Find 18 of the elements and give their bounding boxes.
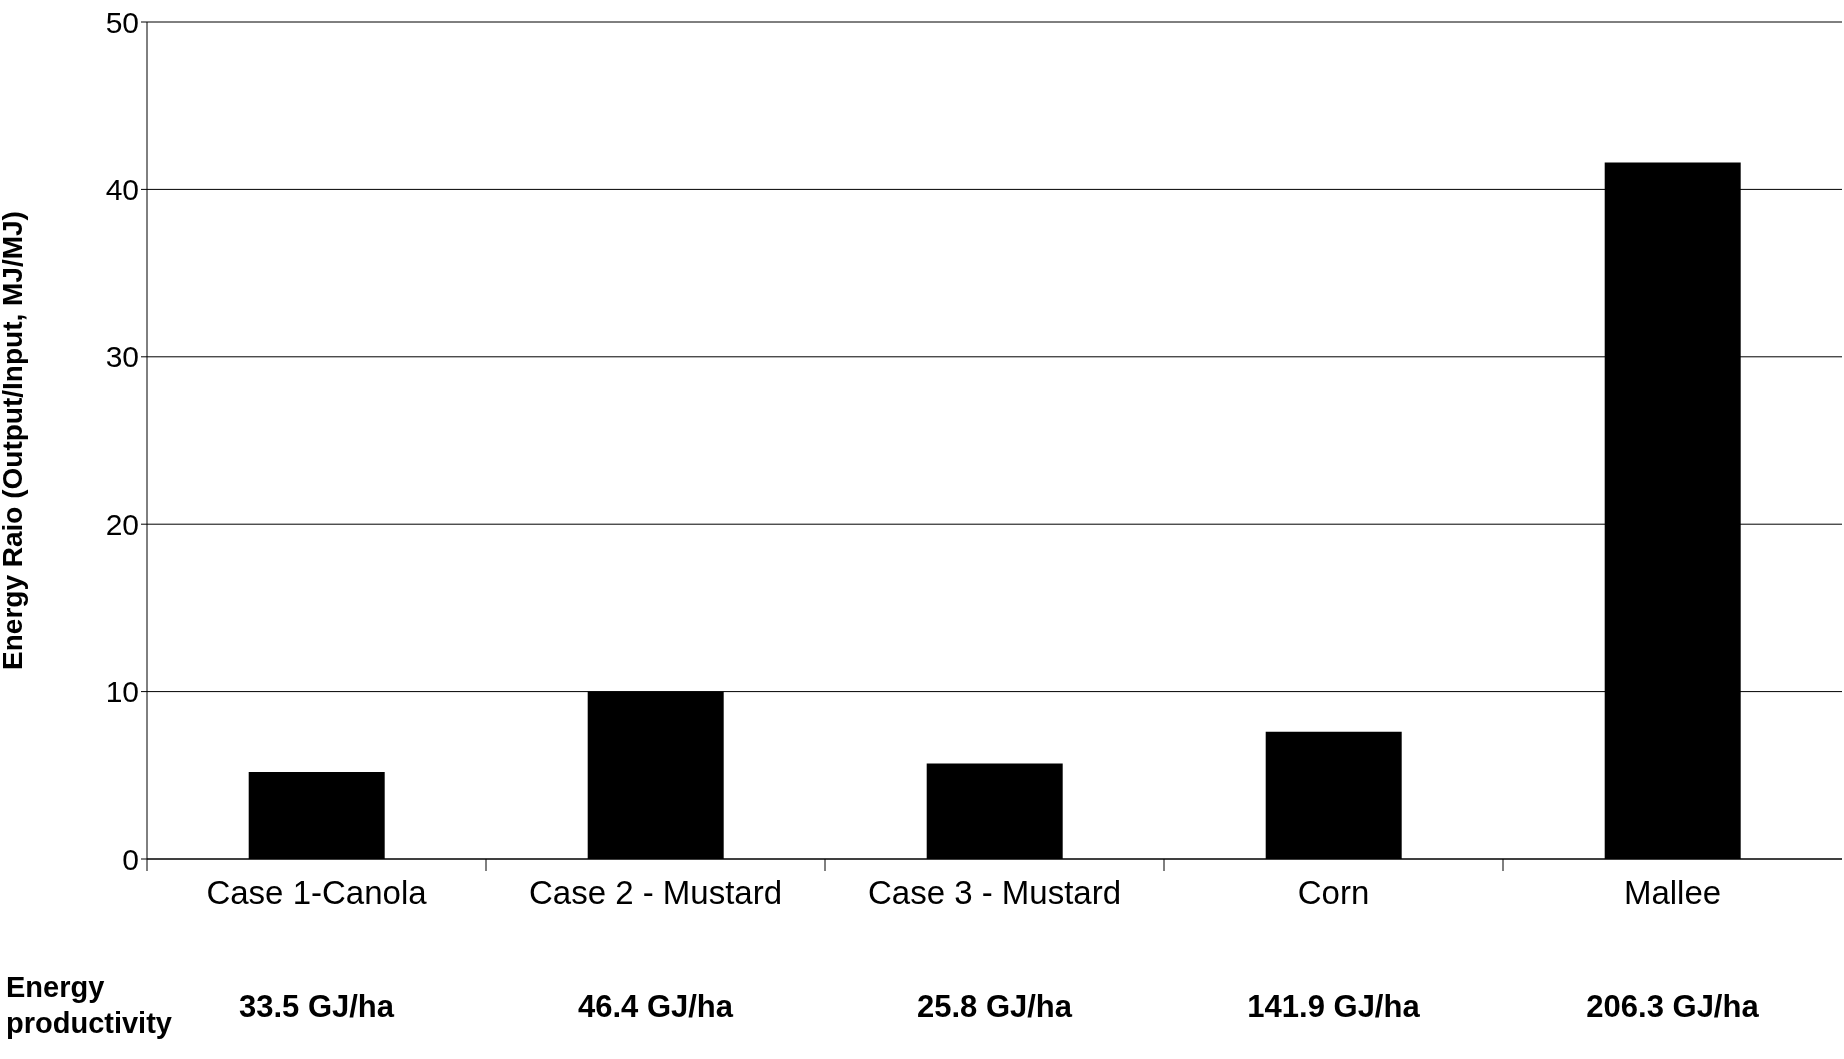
x-tick-label: Mallee bbox=[1623, 874, 1722, 912]
text: 25.8 GJ/ha bbox=[915, 989, 1074, 1025]
y-axis-title: Energy Raio (Output/Input, MJ/MJ) bbox=[0, 211, 28, 670]
x-tick-label: Case 1-Canola bbox=[206, 874, 428, 912]
text: 141.9 GJ/ha bbox=[1246, 989, 1421, 1025]
text: Energy productivity bbox=[6, 970, 173, 1041]
text: 206.3 GJ/ha bbox=[1585, 989, 1760, 1025]
x-tick-label: Case 2 - Mustard bbox=[528, 874, 783, 912]
text: 46.4 GJ/ha bbox=[576, 989, 735, 1025]
y-tick-label: 30 bbox=[105, 340, 139, 374]
y-tick-label: 0 bbox=[122, 842, 139, 876]
y-tick-label: 20 bbox=[105, 507, 139, 541]
x-tick-label: Corn bbox=[1297, 874, 1370, 912]
text: 33.5 GJ/ha bbox=[238, 989, 395, 1024]
y-tick-label: 40 bbox=[105, 173, 139, 207]
y-tick-label: 10 bbox=[105, 675, 139, 709]
y-tick-label: 50 bbox=[105, 5, 139, 39]
x-tick-label: Case 3 - Mustard bbox=[867, 874, 1122, 912]
